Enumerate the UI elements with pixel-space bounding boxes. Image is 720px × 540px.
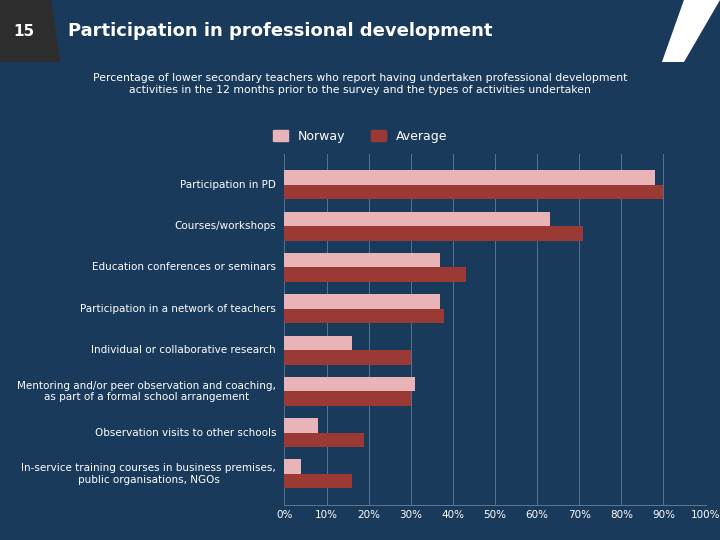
Bar <box>284 253 440 267</box>
Bar <box>284 294 440 309</box>
Text: Courses/workshops: Courses/workshops <box>174 221 276 231</box>
Text: 15: 15 <box>13 24 34 38</box>
Bar <box>284 185 664 199</box>
Text: Individual or collaborative research: Individual or collaborative research <box>91 345 276 355</box>
Polygon shape <box>47 0 60 62</box>
Bar <box>284 350 410 364</box>
Text: Mentoring and/or peer observation and coaching,
as part of a formal school arran: Mentoring and/or peer observation and co… <box>17 381 276 402</box>
Polygon shape <box>662 0 720 62</box>
Polygon shape <box>684 0 720 62</box>
Text: Observation visits to other schools: Observation visits to other schools <box>94 428 276 437</box>
Bar <box>284 226 583 241</box>
Bar <box>284 335 352 350</box>
Bar <box>284 392 410 406</box>
Text: Percentage of lower secondary teachers who report having undertaken professional: Percentage of lower secondary teachers w… <box>93 73 627 94</box>
Bar <box>284 267 466 282</box>
Text: Participation in a network of teachers: Participation in a network of teachers <box>80 304 276 314</box>
Bar <box>284 212 550 226</box>
Text: In-service training courses in business premises,
public organisations, NGOs: In-service training courses in business … <box>22 463 276 485</box>
Text: Participation in professional development: Participation in professional developmen… <box>68 22 493 40</box>
Bar <box>284 377 415 392</box>
Bar <box>284 418 318 433</box>
Text: Education conferences or seminars: Education conferences or seminars <box>92 262 276 273</box>
Bar <box>284 309 444 323</box>
Bar <box>284 171 655 185</box>
Legend: Norway, Average: Norway, Average <box>268 125 452 147</box>
Bar <box>0 0 47 62</box>
Bar <box>284 474 352 488</box>
Bar <box>284 460 301 474</box>
Text: Participation in PD: Participation in PD <box>180 180 276 190</box>
Bar <box>284 433 364 447</box>
